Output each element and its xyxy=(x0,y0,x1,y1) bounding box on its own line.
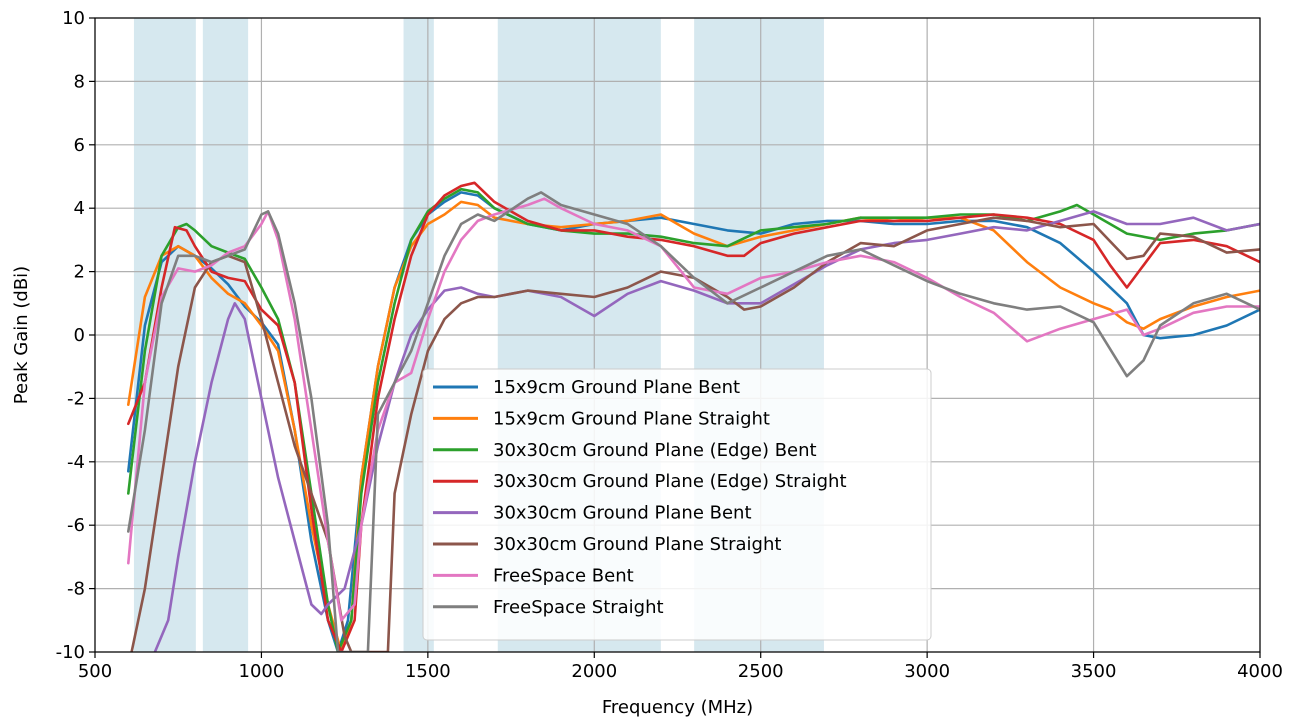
series-line-3 xyxy=(127,181,1260,652)
legend: 15x9cm Ground Plane Bent 15x9cm Ground Pl… xyxy=(422,368,932,641)
legend-label: 30x30cm Ground Plane (Edge) Straight xyxy=(493,471,847,492)
x-tick-label: 2500 xyxy=(738,661,784,682)
y-tick-label: 8 xyxy=(74,71,85,92)
legend-label: 30x30cm Ground Plane Bent xyxy=(493,503,752,524)
axis-ticks: 500 1000 1500 2000 2500 3000 3500 4000 -10 -8 -6 -4… xyxy=(56,8,1283,682)
legend-label: FreeSpace Bent xyxy=(493,565,634,586)
y-tick-label: 10 xyxy=(62,8,85,29)
series-lines xyxy=(127,181,1260,652)
x-tick-label: 2000 xyxy=(571,661,617,682)
x-tick-label: 4000 xyxy=(1237,661,1283,682)
series-line-5 xyxy=(130,216,1260,652)
y-tick-label: 0 xyxy=(74,325,85,346)
y-tick-label: 2 xyxy=(74,262,85,283)
x-tick-label: 3500 xyxy=(1071,661,1117,682)
y-tick-label: 4 xyxy=(74,198,85,219)
legend-box xyxy=(422,368,932,641)
legend-label: 15x9cm Ground Plane Bent xyxy=(493,377,740,398)
x-tick-label: 500 xyxy=(78,661,112,682)
series-line-7 xyxy=(127,191,1260,652)
x-axis-label: Frequency (MHz) xyxy=(602,697,753,718)
x-tick-label: 3000 xyxy=(904,661,950,682)
y-tick-label: 6 xyxy=(74,135,85,156)
y-tick-label: -10 xyxy=(56,642,85,663)
x-tick-label: 1500 xyxy=(405,661,451,682)
y-tick-label: -8 xyxy=(67,579,85,600)
y-axis-label: Peak Gain (dBi) xyxy=(11,266,32,404)
legend-label: 30x30cm Ground Plane (Edge) Bent xyxy=(493,440,817,461)
legend-label: 30x30cm Ground Plane Straight xyxy=(493,534,781,555)
y-tick-label: -2 xyxy=(67,388,85,409)
legend-label: 15x9cm Ground Plane Straight xyxy=(493,408,770,429)
y-tick-label: -6 xyxy=(67,515,85,536)
x-tick-label: 1000 xyxy=(239,661,285,682)
legend-label: FreeSpace Straight xyxy=(493,597,664,618)
y-tick-label: -4 xyxy=(67,452,85,473)
